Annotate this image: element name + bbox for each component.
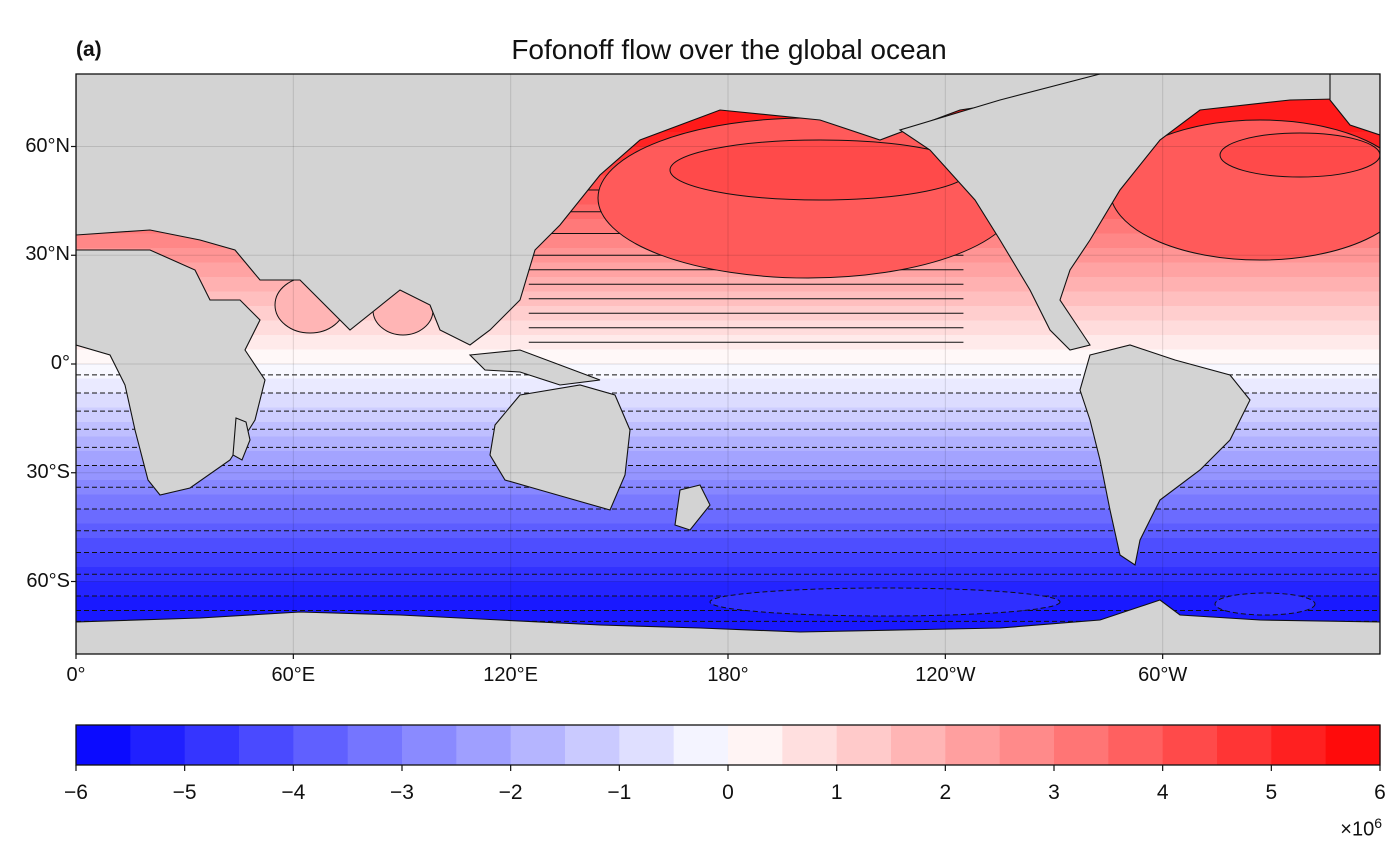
longitude-tick-label: 60°E (271, 664, 316, 686)
antarctica-land (76, 599, 1380, 654)
longitude-tick-label: 60°W (1138, 664, 1188, 686)
colorbar-segment (728, 725, 783, 765)
longitude-tick-label: 120°E (483, 664, 539, 686)
colorbar-segment (293, 725, 349, 765)
panel-label: (a) (76, 38, 102, 61)
gridlines (76, 74, 1380, 654)
field-band (76, 378, 1380, 394)
eurasia-land (76, 74, 1101, 346)
colorbar-tick-label: 1 (830, 781, 843, 804)
land-masses (76, 74, 1380, 654)
colorbar-tick-label: 2 (939, 781, 952, 804)
latitude-tick-label: 30°S (26, 460, 70, 483)
colorbar-segment (1271, 725, 1327, 765)
new-zealand-land (674, 484, 711, 531)
southern-ocean-gyre-pacific (709, 587, 1061, 617)
longitude-tick-label: 180° (707, 664, 749, 686)
colorbar-segment (239, 725, 294, 765)
australia-land (489, 384, 631, 511)
contour-lines (76, 189, 1380, 622)
north-pacific-gyre-inner (669, 139, 971, 201)
colorbar-segment (945, 725, 1001, 765)
map-tick-marks (71, 145, 1164, 659)
colorbar-exponent: ×106 (1340, 815, 1382, 841)
field-band (76, 509, 1380, 524)
north-atlantic-gyre-inner (1219, 132, 1380, 178)
north-america-land (898, 74, 1380, 351)
colorbar-tick-label: −6 (64, 781, 88, 804)
colorbar-tick-label: 5 (1265, 781, 1278, 804)
south-america-land (1079, 344, 1251, 566)
colorbar-tick-label: −1 (607, 781, 632, 804)
longitude-tick-label: 120°W (915, 664, 976, 686)
maritime-continent-land (468, 349, 601, 386)
colorbar-segment (76, 725, 131, 765)
colorbar-segment (782, 725, 838, 765)
colorbar-segment (1325, 725, 1381, 765)
colorbar-segment (184, 725, 240, 765)
latitude-tick-label: 30°N (25, 243, 70, 266)
field-band (76, 538, 1380, 553)
colorbar-segment (347, 725, 403, 765)
field-band (76, 581, 1380, 597)
colorbar-segment (510, 725, 566, 765)
colorbar-segment (456, 725, 512, 765)
field-band (76, 393, 1380, 408)
colorbar-segment (1054, 725, 1109, 765)
colorbar-tick-label: 3 (1048, 781, 1060, 804)
colorbar-segment (1217, 725, 1272, 765)
field-band (76, 465, 1380, 481)
field-band (76, 494, 1380, 510)
colorbar-tick-marks (75, 765, 1381, 771)
latitude-tick-label: 60°S (26, 569, 70, 592)
africa-land (76, 249, 266, 496)
colorbar-tick-label: 6 (1374, 781, 1386, 804)
colorbar-segment (565, 725, 620, 765)
colorbar-segment (402, 725, 457, 765)
gyre-features (274, 117, 1380, 617)
colorbar-tick-label: −2 (498, 781, 523, 804)
greenland-land (1329, 74, 1380, 136)
field-band (76, 451, 1380, 466)
field-band (76, 349, 1380, 365)
latitude-tick-label: 0° (50, 352, 70, 374)
colorbar-segment (1162, 725, 1218, 765)
colorbar-segment (999, 725, 1055, 765)
colorbar-tick-label: −4 (281, 781, 306, 804)
field-band (76, 552, 1380, 568)
colorbar-segment (836, 725, 892, 765)
colorbar-segment (619, 725, 675, 765)
colorbar-segment (891, 725, 946, 765)
map-title: Fofonoff flow over the global ocean (511, 34, 947, 65)
colorbar-tick-label: 0 (722, 781, 734, 804)
colorbar-tick-label: −5 (172, 781, 197, 804)
colorbar-tick-label: −3 (390, 781, 414, 804)
colorbar (76, 725, 1381, 765)
colorbar-tick-label: 4 (1156, 781, 1169, 804)
madagascar-land (232, 417, 251, 461)
colorbar-segment (1108, 725, 1164, 765)
longitude-tick-label: 0° (66, 664, 86, 686)
colorbar-segment (673, 725, 729, 765)
colorbar-segment (130, 725, 186, 765)
southern-ocean-gyre-atlantic (1214, 592, 1316, 616)
latitude-tick-label: 60°N (25, 134, 70, 157)
